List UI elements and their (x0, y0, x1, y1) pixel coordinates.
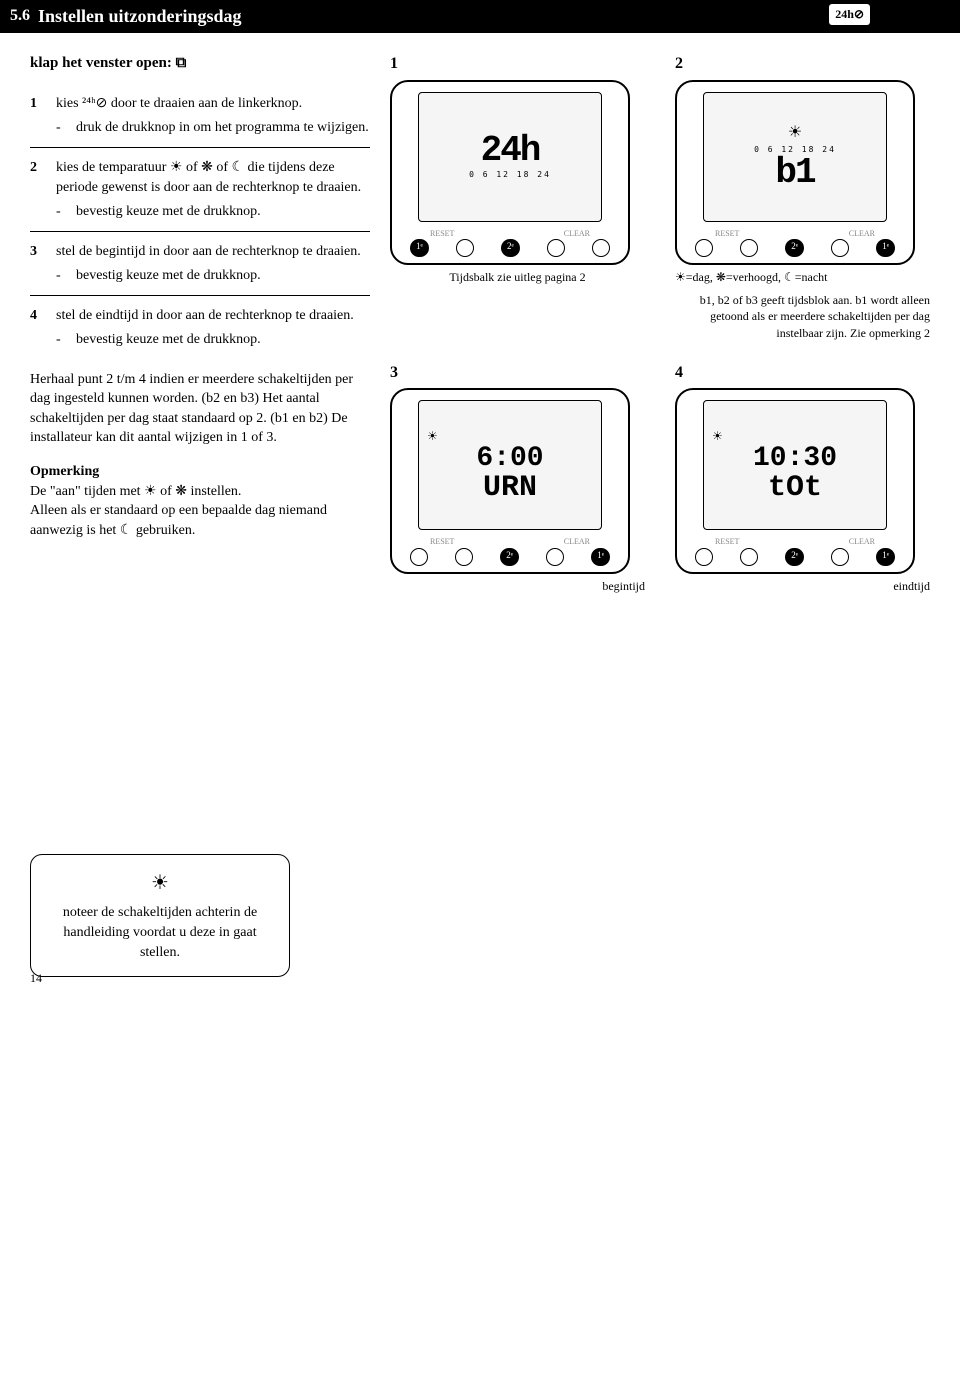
knob-badge-mid: 2ᵉ (785, 239, 804, 257)
section-number: 5.6 (10, 5, 30, 27)
reset-button (740, 548, 758, 566)
step-1: 1 kies ²⁴ʰ⊘ door te draaien aan de linke… (30, 94, 370, 148)
clear-label: CLEAR (564, 228, 590, 239)
open-flap-label: klap het venster open: (30, 55, 172, 71)
sub-text: bevestig keuze met de drukknop. (76, 202, 261, 222)
knob-left (410, 548, 428, 566)
device-screen: ☀ 10:30 tOt (703, 400, 887, 530)
knob-badge-right: 1ᵉ (591, 548, 610, 566)
step-2: 2 kies de temparatuur ☀ of ❋ of ☾ die ti… (30, 158, 370, 232)
repeat-paragraph: Herhaal punt 2 t/m 4 indien er meerdere … (30, 370, 370, 448)
clear-button (546, 548, 564, 566)
remark-line2: Alleen als er standaard op een bepaalde … (30, 503, 327, 538)
clear-button (831, 239, 849, 257)
sun-icon: ☀ (49, 869, 271, 897)
device-illustrations: 1 24h 0 6 12 18 24 RESET CLEAR 1ᵉ (390, 53, 930, 594)
knob-badge-left: 1ᵉ (410, 239, 429, 257)
screen-time: 10:30 (753, 445, 837, 473)
screen-time: 6:00 (476, 445, 543, 473)
tip-box: ☀ noteer de schakeltijden achterin de ha… (30, 854, 290, 977)
clear-label: CLEAR (849, 228, 875, 239)
reset-button (455, 548, 473, 566)
knob-badge-right: 1ᵉ (876, 548, 895, 566)
device-caption: Tijdsbalk zie uitleg pagina 2 (390, 269, 645, 286)
reset-button (740, 239, 758, 257)
screen-main: b1 (775, 155, 814, 191)
screen-word: URN (483, 473, 537, 503)
reset-label: RESET (715, 536, 739, 547)
clear-button (831, 548, 849, 566)
remark-block: Opmerking De "aan" tijden met ☀ of ❋ ins… (30, 462, 370, 540)
tip-text: noteer de schakeltijden achterin de hand… (49, 903, 271, 962)
device-3: 3 ☀ 6:00 URN RESET CLEAR (390, 362, 645, 594)
device-1: 1 24h 0 6 12 18 24 RESET CLEAR 1ᵉ (390, 53, 645, 342)
section-title: Instellen uitzonderingsdag (38, 4, 242, 29)
step-text: stel de eindtijd in door aan de rechterk… (56, 306, 370, 326)
dash: - (56, 266, 68, 286)
sub-text: bevestig keuze met de drukknop. (76, 266, 261, 286)
device-caption: eindtijd (675, 578, 930, 595)
knob-left (695, 548, 713, 566)
device-4: 4 ☀ 10:30 tOt RESET CLEAR (675, 362, 930, 594)
device-label: 2 (675, 53, 930, 75)
device-label: 3 (390, 362, 645, 384)
device-screen: 24h 0 6 12 18 24 (418, 92, 602, 222)
clear-label: CLEAR (849, 536, 875, 547)
reset-label: RESET (430, 228, 454, 239)
reset-label: RESET (715, 228, 739, 239)
device-label: 1 (390, 53, 645, 75)
instructions-column: klap het venster open: 1 kies ²⁴ʰ⊘ door … (30, 53, 370, 594)
screen-timebar: 0 6 12 18 24 (469, 169, 551, 180)
clear-button (547, 239, 565, 257)
step-number: 3 (30, 242, 46, 285)
flap-icon (176, 55, 187, 71)
device-caption: begintijd (390, 578, 645, 595)
reset-button (456, 239, 474, 257)
sub-text: druk de drukknop in om het programma te … (76, 118, 369, 138)
screen-word: tOt (768, 473, 822, 503)
open-flap-line: klap het venster open: (30, 53, 370, 74)
step-4: 4 stel de eindtijd in door aan de rechte… (30, 306, 370, 359)
step-number: 2 (30, 158, 46, 221)
device-2: 2 ☀ 0 6 12 18 24 b1 RESET CLEAR (675, 53, 930, 342)
device-legend: ☀=dag, ❋=verhoogd, ☾=nacht (675, 269, 930, 286)
device-screen: ☀ 6:00 URN (418, 400, 602, 530)
knob-badge-mid: 2ᵉ (500, 548, 519, 566)
remark-label: Opmerking (30, 464, 99, 479)
knob-badge-right: 1ᵉ (876, 239, 895, 257)
remark-line1: De "aan" tijden met ☀ of ❋ instellen. (30, 484, 241, 499)
device-footnote: b1, b2 of b3 geeft tijdsblok aan. b1 wor… (675, 292, 930, 342)
knob-badge-mid: 2ᵉ (785, 548, 804, 566)
screen-main: 24h (481, 133, 540, 169)
knob-badge-mid: 2ᵉ (501, 239, 520, 257)
knob-left (695, 239, 713, 257)
reset-label: RESET (430, 536, 454, 547)
dash: - (56, 330, 68, 350)
knob-right (592, 239, 610, 257)
step-3: 3 stel de begintijd in door aan de recht… (30, 242, 370, 296)
step-number: 1 (30, 94, 46, 137)
section-header: 5.6 Instellen uitzonderingsdag 24h⊘ (0, 0, 960, 33)
step-number: 4 (30, 306, 46, 349)
clear-label: CLEAR (564, 536, 590, 547)
dash: - (56, 118, 68, 138)
page-number: 14 (30, 970, 42, 987)
mode-badge-label: 24h (835, 7, 854, 21)
dash: - (56, 202, 68, 222)
mode-badge-24h: 24h⊘ (829, 4, 870, 25)
sub-text: bevestig keuze met de drukknop. (76, 330, 261, 350)
device-label: 4 (675, 362, 930, 384)
step-text: kies ²⁴ʰ⊘ door te draaien aan de linkerk… (56, 94, 370, 114)
device-screen: ☀ 0 6 12 18 24 b1 (703, 92, 887, 222)
step-text: stel de begintijd in door aan de rechter… (56, 242, 370, 262)
step-text: kies de temparatuur ☀ of ❋ of ☾ die tijd… (56, 158, 370, 197)
